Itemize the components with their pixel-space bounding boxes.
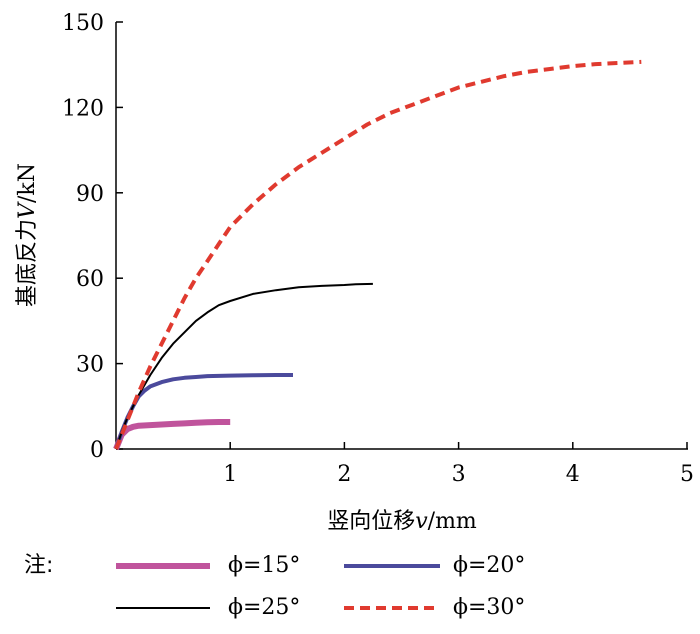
series-line-3 <box>114 59 642 450</box>
x-axis-title-prefix: 竖向位移 <box>327 509 415 534</box>
legend: 注: ϕ=15° ϕ=20° ϕ=25° ϕ=30° <box>24 553 525 620</box>
x-tick-label: 4 <box>566 462 580 487</box>
x-tick-label: 1 <box>223 462 237 487</box>
x-axis-title: 竖向位移v/mm <box>327 509 477 534</box>
ticks <box>116 21 688 450</box>
tick-labels: 0 30 60 90 120 150 1 2 3 4 5 <box>62 11 694 487</box>
legend-label-phi-20: ϕ=20° <box>453 553 525 578</box>
y-tick-label: 30 <box>76 353 104 378</box>
y-axis-title-unit: /kN <box>15 163 40 203</box>
y-tick-label: 120 <box>62 96 104 121</box>
y-tick-label: 0 <box>90 438 104 463</box>
series-line-0 <box>113 419 231 451</box>
x-tick-label: 2 <box>337 462 351 487</box>
series-lines <box>113 59 642 451</box>
y-tick-label: 90 <box>76 182 104 207</box>
axes <box>115 22 688 450</box>
legend-label-phi-30: ϕ=30° <box>453 595 525 620</box>
series-line-2 <box>115 282 373 450</box>
y-tick-label: 150 <box>62 11 104 36</box>
legend-note: 注: <box>24 553 53 578</box>
x-tick-label: 5 <box>680 462 694 487</box>
x-axis-title-unit: /mm <box>428 509 477 534</box>
y-axis-title: 基底反力V/kN <box>15 163 40 307</box>
legend-label-phi-25: ϕ=25° <box>228 595 300 620</box>
legend-label-phi-15: ϕ=15° <box>228 553 300 578</box>
y-axis-title-prefix: 基底反力 <box>15 219 40 307</box>
x-axis-title-var: v <box>415 509 428 534</box>
x-tick-label: 3 <box>452 462 466 487</box>
y-tick-label: 60 <box>76 267 104 292</box>
y-axis-title-var: V <box>15 201 40 219</box>
